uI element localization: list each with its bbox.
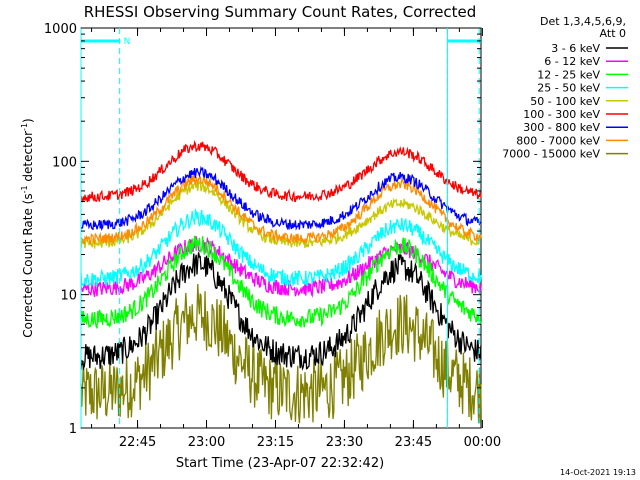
y-tick-label: 1 <box>69 422 77 437</box>
x-axis-label: Start Time (23-Apr-07 22:32:42) <box>176 456 384 471</box>
night-marker-label: N <box>124 37 131 47</box>
series-line-6 <box>80 139 482 203</box>
series-line-2 <box>80 236 482 298</box>
legend-header-line: Att 0 <box>600 27 626 40</box>
legend-label: 300 - 800 keV <box>523 121 600 134</box>
legend-label: 3 - 6 keV <box>551 42 600 55</box>
x-tick-label: 00:00 <box>464 435 501 450</box>
y-axis-label-main: Corrected Count Rate (s <box>21 193 35 337</box>
series-line-1 <box>80 252 482 371</box>
overlay-layer: N <box>80 28 481 428</box>
legend-label: 25 - 50 keV <box>537 82 600 95</box>
x-tick-label: 23:30 <box>326 435 363 450</box>
y-tick-label: 10 <box>60 289 77 304</box>
series-line-9 <box>80 283 482 424</box>
legend-label: 7000 - 15000 keV <box>502 148 600 161</box>
legend-label: 12 - 25 keV <box>537 68 600 81</box>
axis-layer: 1 10 100 1000 22:45 23:00 23:15 23:30 23:45 00:00 <box>44 22 501 450</box>
legend-label: 6 - 12 keV <box>544 55 600 68</box>
y-axis-label-mid: detector <box>21 131 35 186</box>
footer-timestamp: 14-Oct-2021 19:13 <box>560 468 636 477</box>
y-tick-label: 100 <box>52 155 77 170</box>
series-layer <box>80 139 482 424</box>
y-tick-label: 1000 <box>44 22 77 37</box>
x-tick-label: 23:15 <box>257 435 294 450</box>
series-line-4 <box>80 207 482 288</box>
legend-header-line: Det 1,3,4,5,6,9, <box>540 15 626 28</box>
chart-title: RHESSI Observing Summary Count Rates, Co… <box>84 3 477 21</box>
x-tick-label: 23:45 <box>395 435 432 450</box>
x-tick-label: 23:00 <box>188 435 225 450</box>
legend-label: 50 - 100 keV <box>530 95 600 108</box>
y-axis-label-end: ) <box>21 118 35 123</box>
legend-label: 800 - 7000 keV <box>516 134 600 147</box>
x-tick-label: 22:45 <box>119 435 156 450</box>
y-axis-label-sup2: -1 <box>20 123 29 131</box>
y-axis-label: Corrected Count Rate (s-1 detector-1) <box>20 118 35 337</box>
y-axis-label-sup1: -1 <box>20 185 29 193</box>
legend-label: 100 - 300 keV <box>523 108 600 121</box>
series-line-7 <box>80 165 482 231</box>
series-line-3 <box>80 235 482 329</box>
